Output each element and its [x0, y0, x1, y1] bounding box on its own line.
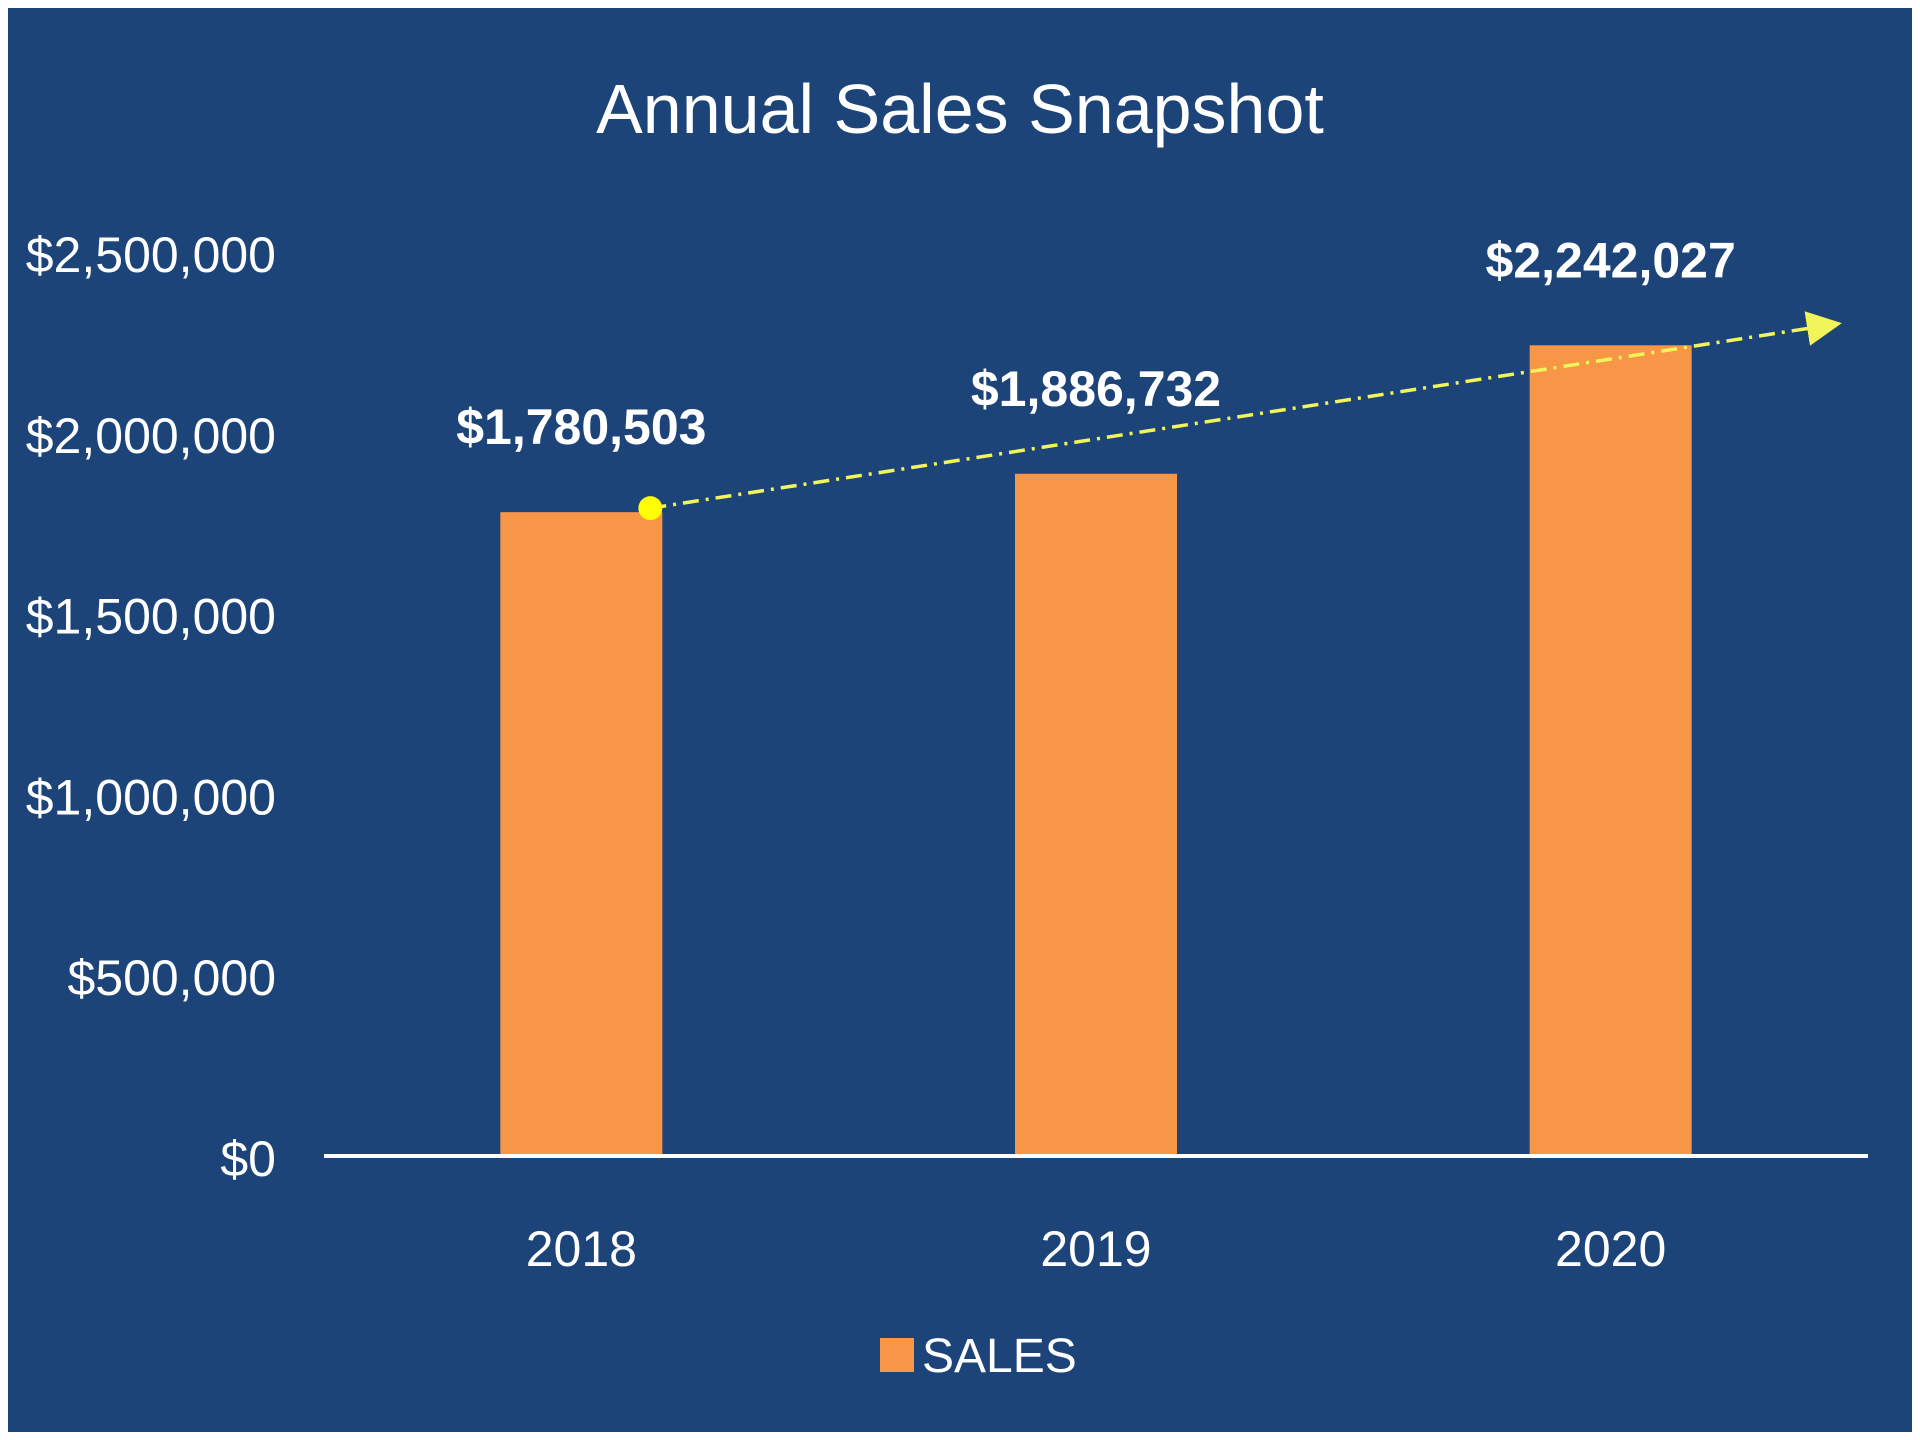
y-tick-label: $2,500,000 — [26, 227, 276, 283]
bar-2020 — [1529, 345, 1692, 1156]
x-tick-label: 2019 — [1040, 1221, 1151, 1277]
y-tick-label: $500,000 — [67, 950, 276, 1006]
y-axis: $0 $500,000 $1,000,000 $1,500,000 $2,000,000… — [26, 227, 276, 1187]
legend: SALES — [880, 1330, 1077, 1383]
y-tick-label: $2,000,000 — [26, 408, 276, 464]
data-labels-group: $1,780,503 $1,886,732 $2,242,027 — [456, 232, 1736, 455]
y-tick-label: $1,000,000 — [26, 769, 276, 825]
bars-group — [500, 345, 1692, 1157]
y-tick-label: $1,500,000 — [26, 589, 276, 645]
x-tick-label: 2020 — [1555, 1221, 1666, 1277]
trendline — [650, 311, 1842, 510]
sales-bar-chart: Annual Sales Snapshot $0 $500,000 $1,000,0… — [8, 8, 1912, 1432]
data-label-2020: $2,242,027 — [1486, 232, 1736, 288]
legend-label: SALES — [922, 1330, 1077, 1383]
y-tick-label: $0 — [220, 1131, 276, 1187]
trendline-group — [638, 311, 1842, 521]
trendline-start-marker — [638, 496, 663, 521]
chart-panel: Annual Sales Snapshot $0 $500,000 $1,000,0… — [8, 8, 1912, 1432]
legend-swatch — [880, 1338, 914, 1372]
bar-2019 — [1015, 473, 1177, 1157]
data-label-2019: $1,886,732 — [971, 361, 1221, 417]
x-tick-label: 2018 — [526, 1221, 637, 1277]
data-label-2018: $1,780,503 — [456, 399, 706, 455]
bar-2018 — [500, 512, 663, 1156]
x-axis: 2018 2019 2020 — [324, 1154, 1868, 1277]
chart-title: Annual Sales Snapshot — [596, 70, 1324, 148]
